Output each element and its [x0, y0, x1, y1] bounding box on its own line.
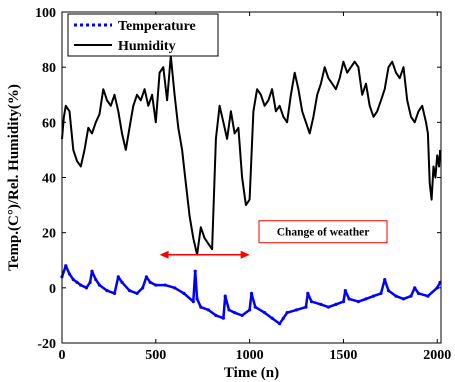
- x-tick-label: 500: [145, 348, 166, 363]
- data-point-temperature: [409, 294, 413, 298]
- legend-label-temperature: Temperature: [118, 19, 196, 34]
- annotation-arrowhead-left: [159, 250, 169, 259]
- data-point-temperature: [426, 294, 430, 298]
- data-point-temperature: [79, 283, 83, 287]
- data-point-temperature: [343, 288, 347, 293]
- data-point-temperature: [90, 269, 94, 273]
- y-tick-label: -20: [37, 337, 56, 352]
- annotation-arrowhead-right: [240, 250, 250, 259]
- data-point-temperature: [309, 300, 314, 304]
- data-point-temperature: [248, 308, 252, 312]
- data-point-temperature: [94, 277, 98, 282]
- data-point-temperature: [223, 294, 227, 298]
- data-point-temperature: [285, 311, 289, 315]
- data-point-temperature: [281, 316, 285, 320]
- x-tick-label: 2000: [423, 348, 451, 363]
- legend-label-humidity: Humidity: [118, 39, 176, 54]
- data-point-temperature: [120, 280, 124, 284]
- series-line-humidity: [61, 55, 442, 256]
- data-point-temperature: [67, 272, 72, 276]
- data-point-temperature: [163, 283, 167, 287]
- data-point-temperature: [135, 291, 139, 295]
- data-point-temperature: [416, 291, 421, 295]
- data-point-temperature: [214, 313, 218, 318]
- data-point-temperature: [88, 280, 92, 284]
- y-axis-label: Temp.(C°)/Rel. Humidity(%): [6, 84, 22, 271]
- data-point-temperature: [413, 286, 417, 290]
- data-point-temperature: [154, 283, 158, 287]
- annotation-text: Change of weather: [277, 227, 370, 239]
- series-layer: [60, 55, 442, 326]
- y-tick-label: 100: [35, 6, 56, 21]
- y-tick-label: 20: [42, 227, 56, 242]
- data-point-temperature: [191, 300, 195, 304]
- legend-box: [67, 13, 219, 57]
- data-point-temperature: [221, 316, 225, 320]
- data-point-temperature: [195, 297, 199, 301]
- data-point-temperature: [249, 291, 254, 295]
- data-point-temperature: [253, 305, 257, 309]
- data-point-temperature: [356, 300, 361, 304]
- x-axis-label: Time (n): [224, 365, 279, 381]
- y-tick-label: 80: [42, 61, 56, 76]
- data-point-temperature: [326, 305, 331, 309]
- data-point-temperature: [383, 277, 387, 282]
- data-point-temperature: [240, 313, 244, 318]
- data-point-temperature: [386, 288, 391, 293]
- data-point-temperature: [105, 288, 109, 293]
- data-point-temperature: [127, 288, 132, 293]
- data-point-temperature: [199, 305, 203, 309]
- data-point-temperature: [394, 294, 398, 298]
- data-point-temperature: [263, 311, 267, 315]
- annotation-box: [258, 220, 388, 244]
- data-point-temperature: [206, 308, 210, 312]
- data-point-temperature: [401, 297, 406, 301]
- data-point-temperature: [306, 291, 310, 295]
- x-tick-label: 1500: [329, 348, 357, 363]
- data-point-temperature: [270, 316, 274, 320]
- data-point-temperature: [182, 291, 186, 295]
- x-tick-label: 1000: [236, 348, 264, 363]
- data-point-temperature: [64, 264, 68, 268]
- data-point-temperature: [112, 291, 117, 295]
- data-point-temperature: [364, 297, 368, 301]
- data-point-temperature: [347, 297, 351, 301]
- legend: Temperature Humidity: [67, 13, 219, 57]
- data-point-temperature: [116, 275, 120, 279]
- data-point-temperature: [172, 286, 177, 290]
- data-point-temperature: [341, 300, 346, 304]
- data-point-temperature: [319, 302, 323, 306]
- data-point-temperature: [71, 277, 75, 282]
- data-point-temperature: [379, 291, 383, 295]
- data-point-temperature: [294, 308, 299, 312]
- data-point-temperature: [75, 280, 79, 284]
- data-point-temperature: [278, 322, 282, 326]
- data-point-temperature: [144, 275, 149, 279]
- data-point-temperature: [141, 286, 145, 290]
- y-tick-label: 0: [49, 282, 56, 297]
- data-point-temperature: [304, 305, 308, 309]
- data-point-temperature: [233, 311, 237, 315]
- data-point-temperature: [227, 308, 231, 312]
- y-tick-label: 60: [42, 116, 56, 131]
- y-tick-label: 40: [42, 172, 56, 187]
- data-point-temperature: [371, 294, 376, 298]
- data-point-temperature: [148, 280, 152, 284]
- data-point-temperature: [193, 269, 197, 273]
- data-point-temperature: [84, 286, 88, 290]
- data-point-temperature: [97, 283, 102, 287]
- data-point-temperature: [334, 302, 338, 306]
- annotation-layer: Change of weather: [159, 220, 388, 259]
- x-tick-label: 0: [59, 348, 66, 363]
